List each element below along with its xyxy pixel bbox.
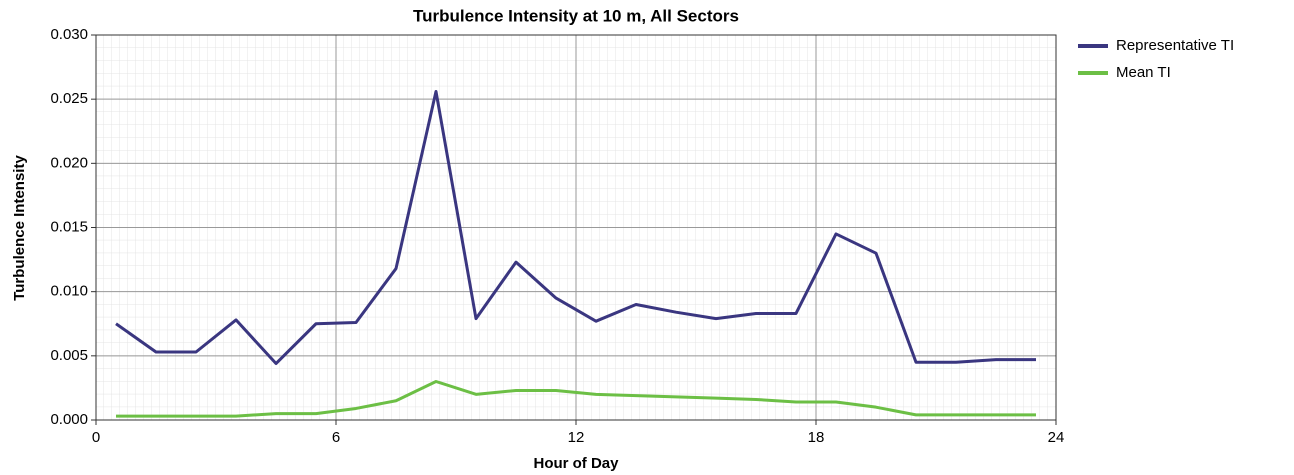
y-tick-label: 0.000 [50,411,88,428]
y-tick-label: 0.025 [50,90,88,107]
series-line [116,380,1036,418]
x-tick-label: 0 [92,429,100,446]
y-axis-title: Turbulence Intensity [11,155,28,301]
legend-label: Mean TI [1116,64,1171,81]
y-tick-label: 0.010 [50,283,88,300]
x-tick-label: 24 [1048,429,1065,446]
x-tick-label: 18 [808,429,825,446]
chart-title: Turbulence Intensity at 10 m, All Sector… [413,6,739,25]
x-axis-title: Hour of Day [533,455,619,472]
x-tick-label: 6 [332,429,340,446]
legend-label: Representative TI [1116,37,1234,54]
plot-frame [95,34,1057,421]
y-tick-label: 0.020 [50,154,88,171]
y-tick-label: 0.015 [50,218,88,235]
series-line [115,89,1036,366]
y-tick-label: 0.005 [50,347,88,364]
x-tick-label: 12 [568,429,585,446]
y-tick-label: 0.030 [50,26,88,43]
